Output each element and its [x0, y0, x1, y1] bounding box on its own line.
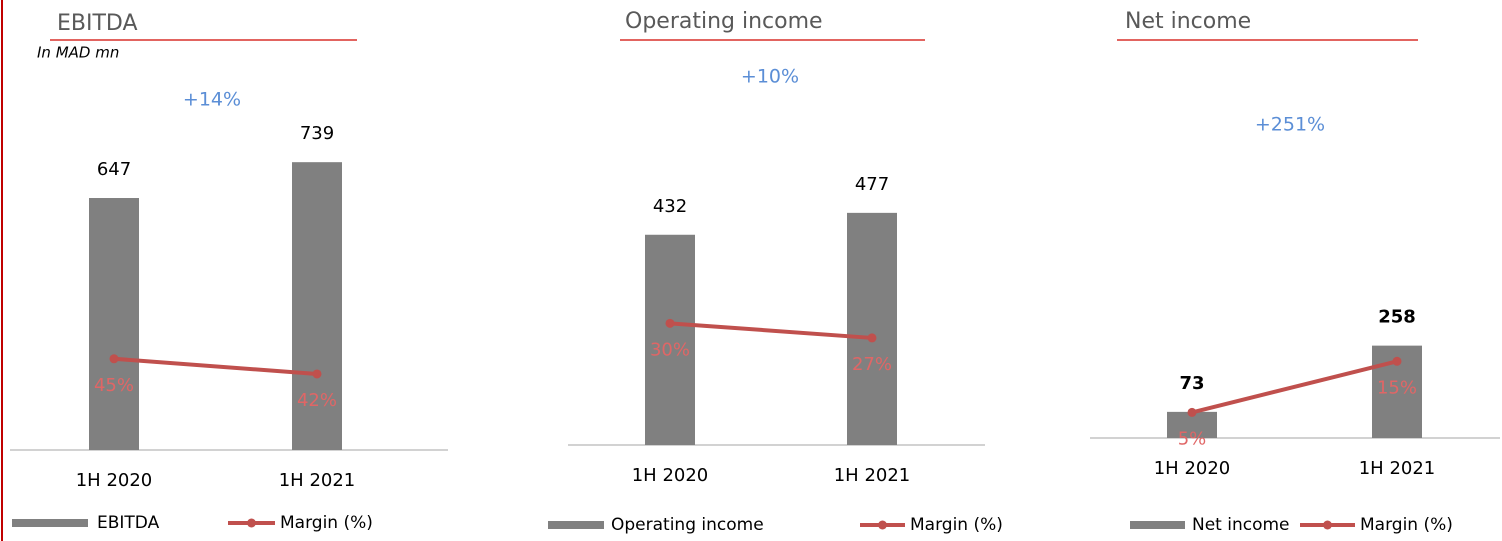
margin-value-label: 15% — [1377, 377, 1417, 398]
margin-value-label: 5% — [1178, 428, 1207, 449]
bar-value-label: 258 — [1378, 307, 1416, 328]
bar — [645, 234, 695, 445]
margin-line — [669, 321, 873, 340]
margin-point — [665, 318, 675, 328]
x-tick-label: 1H 2020 — [76, 470, 153, 491]
legend-dot — [247, 518, 256, 528]
margin-point — [312, 369, 322, 379]
bar-value-label: 73 — [1179, 373, 1204, 394]
x-tick-label: 1H 2021 — [279, 470, 356, 491]
x-tick-label: 1H 2021 — [834, 465, 911, 486]
growth-annotation: +251% — [1255, 114, 1325, 136]
legend-swatch — [12, 519, 88, 527]
bar — [89, 198, 139, 450]
margin-point — [1187, 407, 1197, 417]
margin-point — [109, 354, 119, 364]
bar-value-label: 477 — [855, 174, 889, 195]
growth-annotation: +14% — [183, 89, 241, 111]
growth-annotation: +10% — [741, 66, 799, 88]
margin-point — [1392, 356, 1402, 366]
x-tick-label: 1H 2021 — [1359, 458, 1436, 479]
chart-title: EBITDA — [57, 11, 138, 36]
legend-label: Net income — [1192, 515, 1290, 535]
margin-line — [1191, 359, 1398, 415]
bar-value-label: 432 — [653, 196, 687, 217]
legend-dot — [878, 520, 887, 530]
bar-value-label: 739 — [300, 123, 334, 144]
legend-swatch — [548, 521, 604, 529]
legend-label: Margin (%) — [910, 515, 1003, 535]
legend-label: EBITDA — [97, 513, 160, 533]
bar-value-label: 647 — [97, 159, 131, 180]
margin-line — [113, 356, 318, 376]
bar — [292, 162, 342, 450]
x-tick-label: 1H 2020 — [1154, 458, 1231, 479]
margin-value-label: 45% — [94, 375, 134, 396]
margin-point — [867, 333, 877, 343]
x-tick-label: 1H 2020 — [632, 465, 709, 486]
margin-value-label: 42% — [297, 390, 337, 411]
chart-title: Net income — [1125, 9, 1251, 34]
bar — [847, 212, 897, 445]
legend-label: Operating income — [611, 515, 764, 535]
margin-value-label: 27% — [852, 354, 892, 375]
legend-swatch — [1130, 521, 1185, 529]
chart-title: Operating income — [625, 9, 823, 34]
legend-label: Margin (%) — [1360, 515, 1453, 535]
legend-dot — [1323, 520, 1332, 530]
subtitle: In MAD mn — [37, 44, 119, 62]
margin-value-label: 30% — [650, 339, 690, 360]
legend-label: Margin (%) — [280, 513, 373, 533]
